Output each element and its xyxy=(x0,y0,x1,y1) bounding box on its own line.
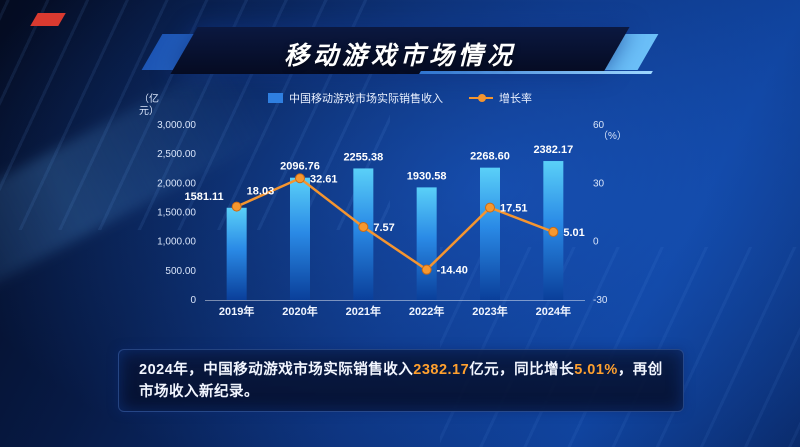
x-axis-label: 2020年 xyxy=(282,304,317,318)
growth-line-swatch-icon xyxy=(469,94,493,102)
growth-value-label: 32.61 xyxy=(310,173,338,185)
right-axis-unit: （%） xyxy=(598,131,627,142)
summary-box: 2024年，中国移动游戏市场实际销售收入2382.17亿元，同比增长5.01%，… xyxy=(118,349,684,412)
line-group: 18.03 32.61 7.57 -14.40 17.51 5.01 xyxy=(231,173,585,277)
bar-value-label: 2096.76 xyxy=(280,161,320,173)
revenue-bar xyxy=(290,177,310,300)
right-axis-tick: 60 xyxy=(593,120,605,131)
left-axis-unit-line1: （亿 xyxy=(139,94,159,105)
left-axis-tick: 0 xyxy=(190,295,196,306)
growth-value-label: 17.51 xyxy=(500,203,528,215)
growth-value-label: 5.01 xyxy=(563,227,584,239)
title-banner: 移动游戏市场情况 xyxy=(0,0,800,90)
revenue-bar xyxy=(226,207,247,300)
growth-point xyxy=(421,264,432,275)
page-title: 移动游戏市场情况 xyxy=(283,42,516,70)
bar-value-label: 2382.17 xyxy=(533,144,573,156)
x-axis-label: 2021年 xyxy=(346,304,381,318)
growth-point xyxy=(485,202,495,213)
growth-line xyxy=(236,176,554,272)
legend: 中国移动游戏市场实际销售收入 增长率 xyxy=(0,90,800,106)
summary-highlight: 2382.17 xyxy=(413,362,470,378)
growth-point xyxy=(295,173,305,184)
growth-value-label: -14.40 xyxy=(437,265,468,277)
x-axis-label: 2024年 xyxy=(536,304,571,318)
left-axis-unit: （亿 元） xyxy=(130,94,168,118)
bar-value-label: 2255.38 xyxy=(343,151,383,163)
growth-point xyxy=(231,201,242,212)
revenue-bar xyxy=(353,168,374,300)
x-axis-label: 2022年 xyxy=(409,304,444,318)
bar-value-label: 1581.11 xyxy=(185,191,224,203)
revenue-bar xyxy=(480,167,500,300)
summary-text-part: 亿元，同比增长 xyxy=(469,362,575,378)
bar-value-label: 2268.60 xyxy=(470,151,510,163)
growth-value-label: 18.03 xyxy=(247,186,275,198)
x-axis-label: 2019年 xyxy=(219,304,254,318)
growth-point xyxy=(548,226,559,237)
revenue-bar xyxy=(416,187,437,300)
growth-value-label: 7.57 xyxy=(373,222,394,234)
left-axis-tick: 500.00 xyxy=(165,266,196,277)
left-axis-tick: 1,500.00 xyxy=(157,208,196,219)
legend-item-growth: 增长率 xyxy=(469,90,532,106)
legend-label-growth: 增长率 xyxy=(499,93,532,105)
left-axis-tick: 2,000.00 xyxy=(157,178,196,189)
left-axis-unit-line2: 元） xyxy=(139,106,159,117)
x-axis-label: 2023年 xyxy=(472,304,507,318)
growth-point xyxy=(358,221,369,232)
revenue-bar-swatch-icon xyxy=(268,93,283,103)
legend-label-revenue: 中国移动游戏市场实际销售收入 xyxy=(289,93,443,105)
right-axis-tick: 0 xyxy=(593,237,599,248)
summary-text: 2024年，中国移动游戏市场实际销售收入2382.17亿元，同比增长5.01%，… xyxy=(139,360,663,404)
left-axis-tick: 2,500.00 xyxy=(157,149,196,160)
bar-value-label: 1930.58 xyxy=(407,170,447,182)
right-axis-tick: 30 xyxy=(593,178,605,189)
right-axis-tick: -30 xyxy=(593,295,608,306)
legend-item-revenue: 中国移动游戏市场实际销售收入 xyxy=(268,90,443,106)
summary-text-part: 2024年，中国移动游戏市场实际销售收入 xyxy=(139,362,414,378)
summary-text-part: ，再创市场收入新纪录。 xyxy=(139,362,663,400)
axis-group: 3,000.00 2,500.00 2,000.00 1,500.00 1,000.00… xyxy=(157,120,608,318)
summary-highlight: 5.01% xyxy=(574,362,618,378)
left-axis-tick: 1,000.00 xyxy=(157,237,196,248)
left-axis-tick: 3,000.00 xyxy=(157,120,196,131)
